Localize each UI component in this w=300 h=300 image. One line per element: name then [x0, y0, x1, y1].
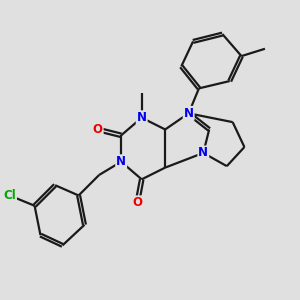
Text: N: N — [198, 146, 208, 159]
Text: N: N — [184, 107, 194, 120]
Text: N: N — [116, 155, 126, 168]
Text: O: O — [93, 123, 103, 136]
Text: Cl: Cl — [3, 189, 16, 202]
Text: O: O — [132, 196, 142, 209]
Text: N: N — [137, 111, 147, 124]
